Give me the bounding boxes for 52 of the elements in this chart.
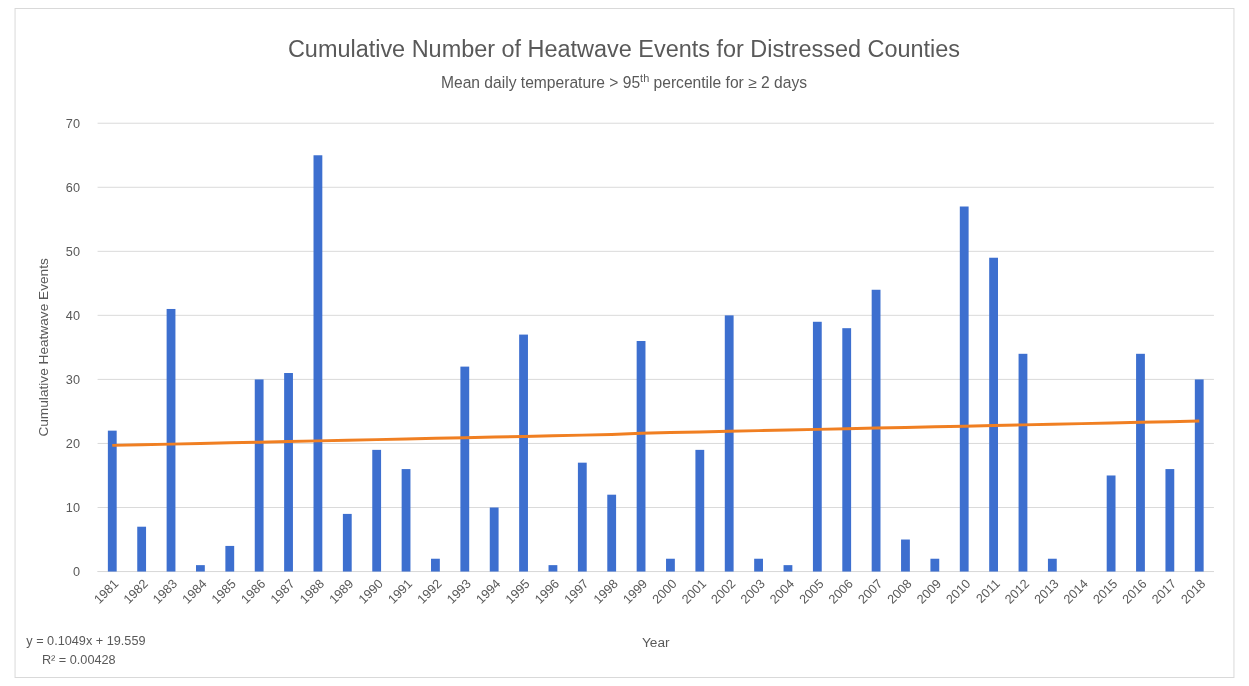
bar [1018,353,1028,572]
bar [225,545,235,572]
bar [871,289,881,572]
y-tick-label: 40 [65,308,80,323]
bar [489,507,499,572]
bar [930,558,940,572]
bar [901,539,910,572]
bar [607,494,617,572]
bar [401,469,411,572]
bar [519,334,528,572]
bar [460,366,470,572]
chart-subtitle: Mean daily temperature > 95$^{th}$ percentile for ≥ 2 days [440,72,808,92]
y-tick-label: 70 [65,116,80,131]
y-tick-label: 60 [65,180,80,195]
bar [989,257,998,572]
y-tick-label: 10 [65,500,80,515]
bar [196,565,205,572]
bar [666,558,675,572]
bar [166,308,176,572]
bar [1047,558,1057,572]
y-tick-label: 50 [65,244,80,259]
bar [342,513,352,572]
y-tick-label: 20 [65,436,80,451]
text: R² = 0.00428 [41,653,116,668]
bar [577,462,587,572]
bar [548,565,558,572]
bar [372,449,382,572]
y-tick-label: 30 [65,372,80,387]
y-tick-label: 0 [72,564,80,579]
bar [959,206,969,572]
x-axis-title: Year [641,634,670,650]
bar [754,558,763,572]
bar [1165,469,1175,572]
bar [137,526,147,572]
bar [1194,379,1204,572]
bar [107,430,117,572]
bar [431,558,440,572]
text: y = 0.1049x + 19.559 [26,633,146,648]
bar [812,321,822,572]
bar [1106,475,1116,572]
bar [842,328,852,572]
line-series [110,419,1201,447]
bar [783,565,793,572]
bar [313,155,323,572]
bar [636,340,646,572]
bar [254,379,264,572]
bar [724,315,734,572]
bar [284,373,293,572]
bar [1136,353,1145,572]
bar [695,449,705,572]
y-axis-title: Cumulative Heatwave Events [35,258,51,437]
chart-title: Cumulative Number of Heatwave Events for Distressed Counties [287,35,961,62]
